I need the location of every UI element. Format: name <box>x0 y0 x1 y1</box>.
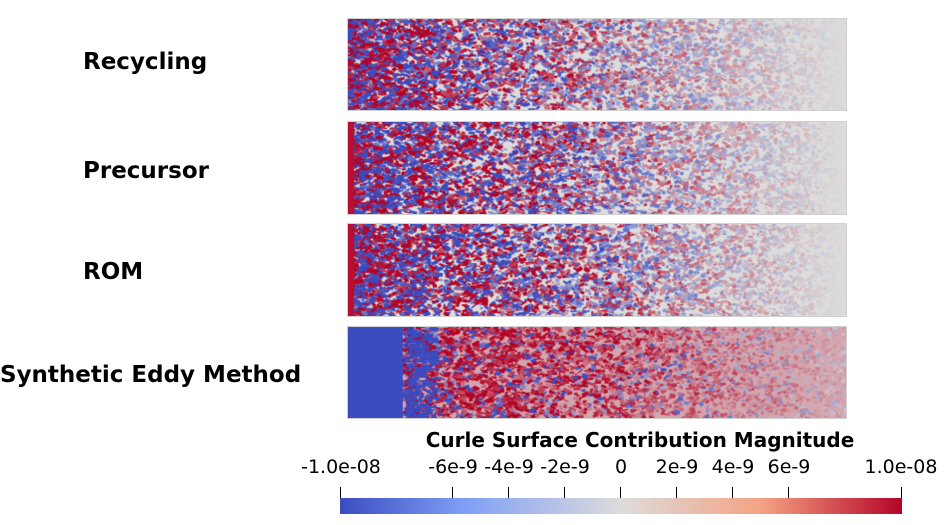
colorbar-tick-label: -1.0e-08 <box>301 456 381 478</box>
colorbar-tick <box>732 487 733 498</box>
field-image-sem <box>348 327 846 418</box>
field-image-recycling <box>348 19 846 110</box>
colorbar-tick <box>676 487 677 498</box>
field-panel-sem <box>347 326 847 419</box>
colorbar-tick-label: -2e-9 <box>540 456 590 478</box>
field-image-precursor <box>348 122 846 214</box>
colorbar-tick-label: 4e-9 <box>711 456 755 478</box>
colorbar-tick-label: 1.0e-08 <box>864 456 938 478</box>
colorbar-tick <box>508 487 509 498</box>
field-panel-recycling <box>347 18 847 111</box>
field-panel-precursor <box>347 121 847 215</box>
colorbar-tick <box>564 487 565 498</box>
colorbar-tick-label: -4e-9 <box>484 456 534 478</box>
row-label-rom: ROM <box>83 259 144 285</box>
colorbar-tick <box>340 487 341 498</box>
colorbar-tick-label: 2e-9 <box>655 456 699 478</box>
colorbar-tick-label: -6e-9 <box>428 456 478 478</box>
row-label-synthetic-eddy-method: Synthetic Eddy Method <box>0 362 302 388</box>
field-image-rom <box>348 224 846 316</box>
row-label-precursor: Precursor <box>83 158 209 184</box>
row-label-recycling: Recycling <box>83 49 208 75</box>
colorbar <box>340 498 902 514</box>
colorbar-tick <box>620 487 621 498</box>
colorbar-title: Curle Surface Contribution Magnitude <box>425 428 855 452</box>
colorbar-tick <box>788 487 789 498</box>
colorbar-tick <box>901 487 902 498</box>
field-panel-rom <box>347 223 847 317</box>
colorbar-tick-label: 6e-9 <box>767 456 811 478</box>
colorbar-tick <box>452 487 453 498</box>
colorbar-tick-label: 0 <box>614 456 628 478</box>
